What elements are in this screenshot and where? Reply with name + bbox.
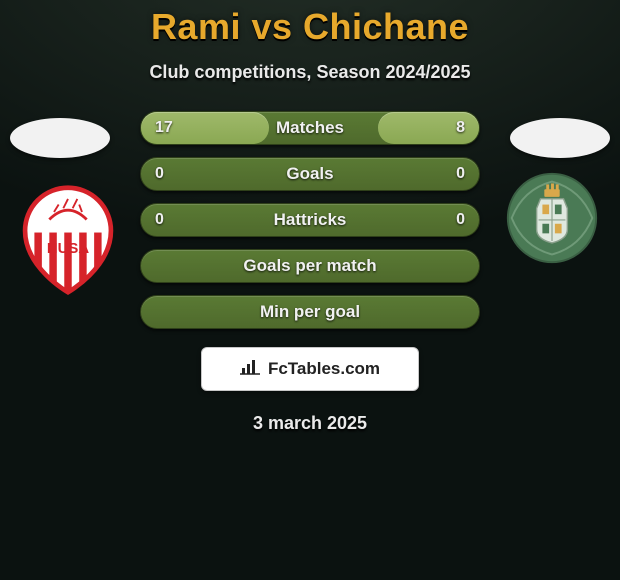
stat-pill: 0 Goals 0 [140, 157, 480, 191]
stat-pill: 0 Hattricks 0 [140, 203, 480, 237]
stat-label: Goals [286, 164, 333, 184]
chart-icon [240, 358, 260, 381]
stat-row-goals: 0 Goals 0 [140, 157, 480, 191]
page-subtitle: Club competitions, Season 2024/2025 [0, 62, 620, 83]
stat-value-right: 0 [456, 158, 465, 190]
stat-pill: 17 Matches 8 [140, 111, 480, 145]
stat-pill: Min per goal [140, 295, 480, 329]
stat-label: Min per goal [260, 302, 360, 322]
stat-label: Matches [276, 118, 344, 138]
stat-row-hattricks: 0 Hattricks 0 [140, 203, 480, 237]
page-title: Rami vs Chichane [0, 6, 620, 48]
stat-value-left: 0 [155, 204, 164, 236]
stat-row-matches: 17 Matches 8 [140, 111, 480, 145]
stat-label: Hattricks [274, 210, 347, 230]
stats-table: 17 Matches 8 0 Goals 0 0 Hattricks 0 [0, 111, 620, 329]
brand-text: FcTables.com [268, 359, 380, 379]
stat-value-right: 0 [456, 204, 465, 236]
stat-label: Goals per match [243, 256, 376, 276]
stat-pill: Goals per match [140, 249, 480, 283]
comparison-card: Rami vs Chichane Club competitions, Seas… [0, 0, 620, 580]
stat-value-left: 0 [155, 158, 164, 190]
content-container: Rami vs Chichane Club competitions, Seas… [0, 0, 620, 434]
stat-value-left: 17 [155, 112, 173, 144]
stat-row-min-per-goal: Min per goal [140, 295, 480, 329]
stat-row-goals-per-match: Goals per match [140, 249, 480, 283]
stat-value-right: 8 [456, 112, 465, 144]
snapshot-date: 3 march 2025 [0, 413, 620, 434]
brand-link[interactable]: FcTables.com [201, 347, 419, 391]
